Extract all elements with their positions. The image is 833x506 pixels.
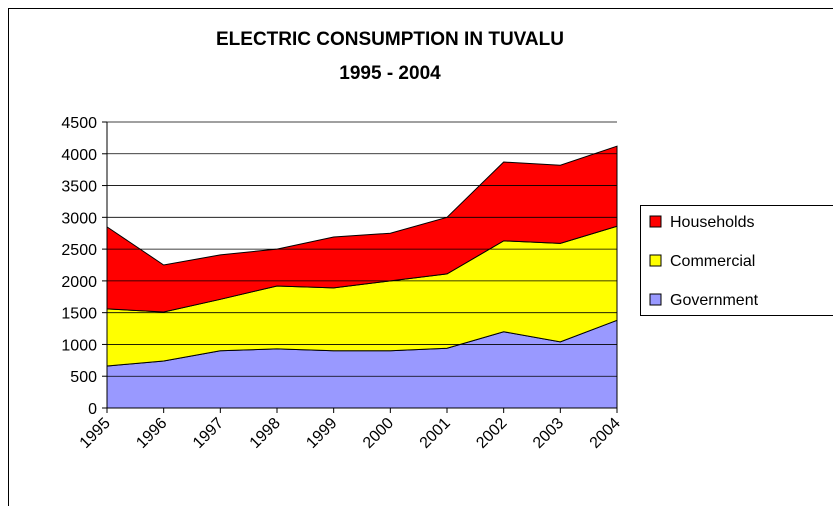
legend-label: Commercial [670, 253, 755, 270]
chart-title: ELECTRIC CONSUMPTION IN TUVALU [216, 29, 564, 50]
legend-label: Government [670, 292, 759, 309]
chart-title: 1995 - 2004 [339, 63, 441, 84]
x-tick-label: 1995 [77, 415, 114, 452]
y-tick-label: 2500 [61, 242, 97, 259]
x-tick-label: 2003 [530, 415, 567, 452]
y-tick-label: 2000 [61, 274, 97, 291]
legend-label: Households [670, 214, 755, 231]
x-tick-label: 2001 [417, 415, 454, 452]
legend-swatch [649, 215, 662, 228]
y-tick-label: 4000 [61, 147, 97, 164]
y-tick-label: 1000 [61, 337, 97, 354]
x-tick-label: 1996 [133, 415, 170, 452]
x-tick-label: 1998 [247, 415, 284, 452]
x-tick-label: 1999 [303, 415, 340, 452]
x-tick-label: 2004 [587, 415, 624, 452]
x-tick-label: 2000 [360, 415, 397, 452]
x-tick-label: 2002 [473, 415, 510, 452]
legend-swatch [649, 293, 662, 306]
y-tick-label: 3500 [61, 179, 97, 196]
x-tick-label: 1997 [190, 415, 227, 452]
y-tick-label: 500 [70, 369, 97, 386]
chart-frame [8, 8, 833, 506]
legend-swatch [649, 254, 662, 267]
y-tick-label: 4500 [61, 115, 97, 132]
y-tick-label: 3000 [61, 210, 97, 227]
legend-box [640, 205, 833, 316]
y-tick-label: 0 [88, 401, 97, 418]
area [106, 145, 618, 313]
y-tick-label: 1500 [61, 306, 97, 323]
